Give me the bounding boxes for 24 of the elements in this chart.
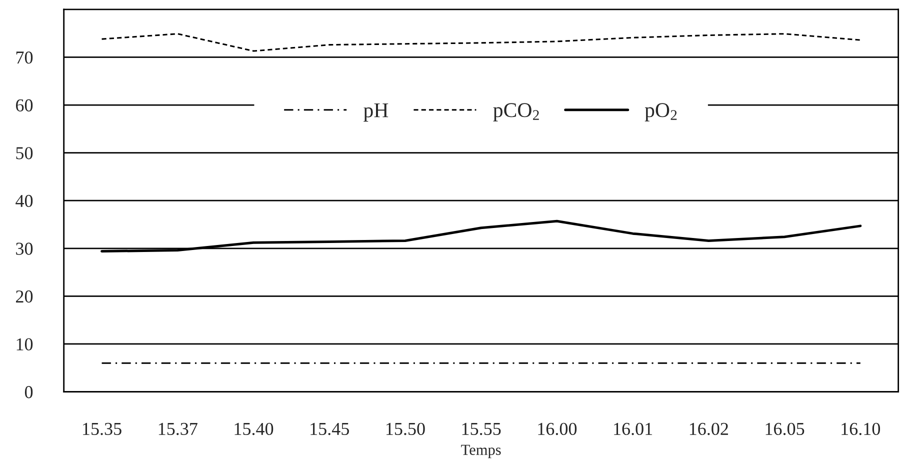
y-tick-label: 0 bbox=[24, 386, 33, 398]
y-tick-label: 10 bbox=[16, 338, 33, 350]
x-tick-label: 15.45 bbox=[310, 422, 349, 436]
x-tick-label: 16.02 bbox=[690, 422, 728, 436]
line-series bbox=[101, 33, 862, 52]
x-tick-label: 16.00 bbox=[538, 422, 577, 436]
x-tick-label: 15.35 bbox=[83, 422, 122, 436]
y-tick-label: 60 bbox=[16, 99, 33, 112]
x-tick-label: 15.37 bbox=[158, 422, 198, 436]
legend-label: pCO$_{2}$ bbox=[493, 103, 539, 122]
legend-label: pO$_{2}$ bbox=[644, 103, 677, 122]
x-tick-label: 15.50 bbox=[386, 422, 425, 436]
x-tick-label: 15.55 bbox=[462, 422, 501, 436]
x-tick-label: 16.10 bbox=[842, 422, 880, 436]
y-tick-label: 70 bbox=[16, 51, 33, 64]
legend-label: pH bbox=[364, 103, 388, 122]
y-tick-label: 20 bbox=[16, 290, 33, 303]
x-tick-label: 16.01 bbox=[614, 422, 652, 436]
x-tick-label: 16.05 bbox=[766, 422, 804, 436]
y-tick-label: 30 bbox=[16, 242, 33, 255]
y-tick-label: 40 bbox=[16, 194, 33, 208]
y-tick-label: 50 bbox=[16, 147, 33, 160]
x-tick-label: 15.40 bbox=[234, 422, 274, 436]
x-axis-title: Temps bbox=[461, 444, 501, 458]
